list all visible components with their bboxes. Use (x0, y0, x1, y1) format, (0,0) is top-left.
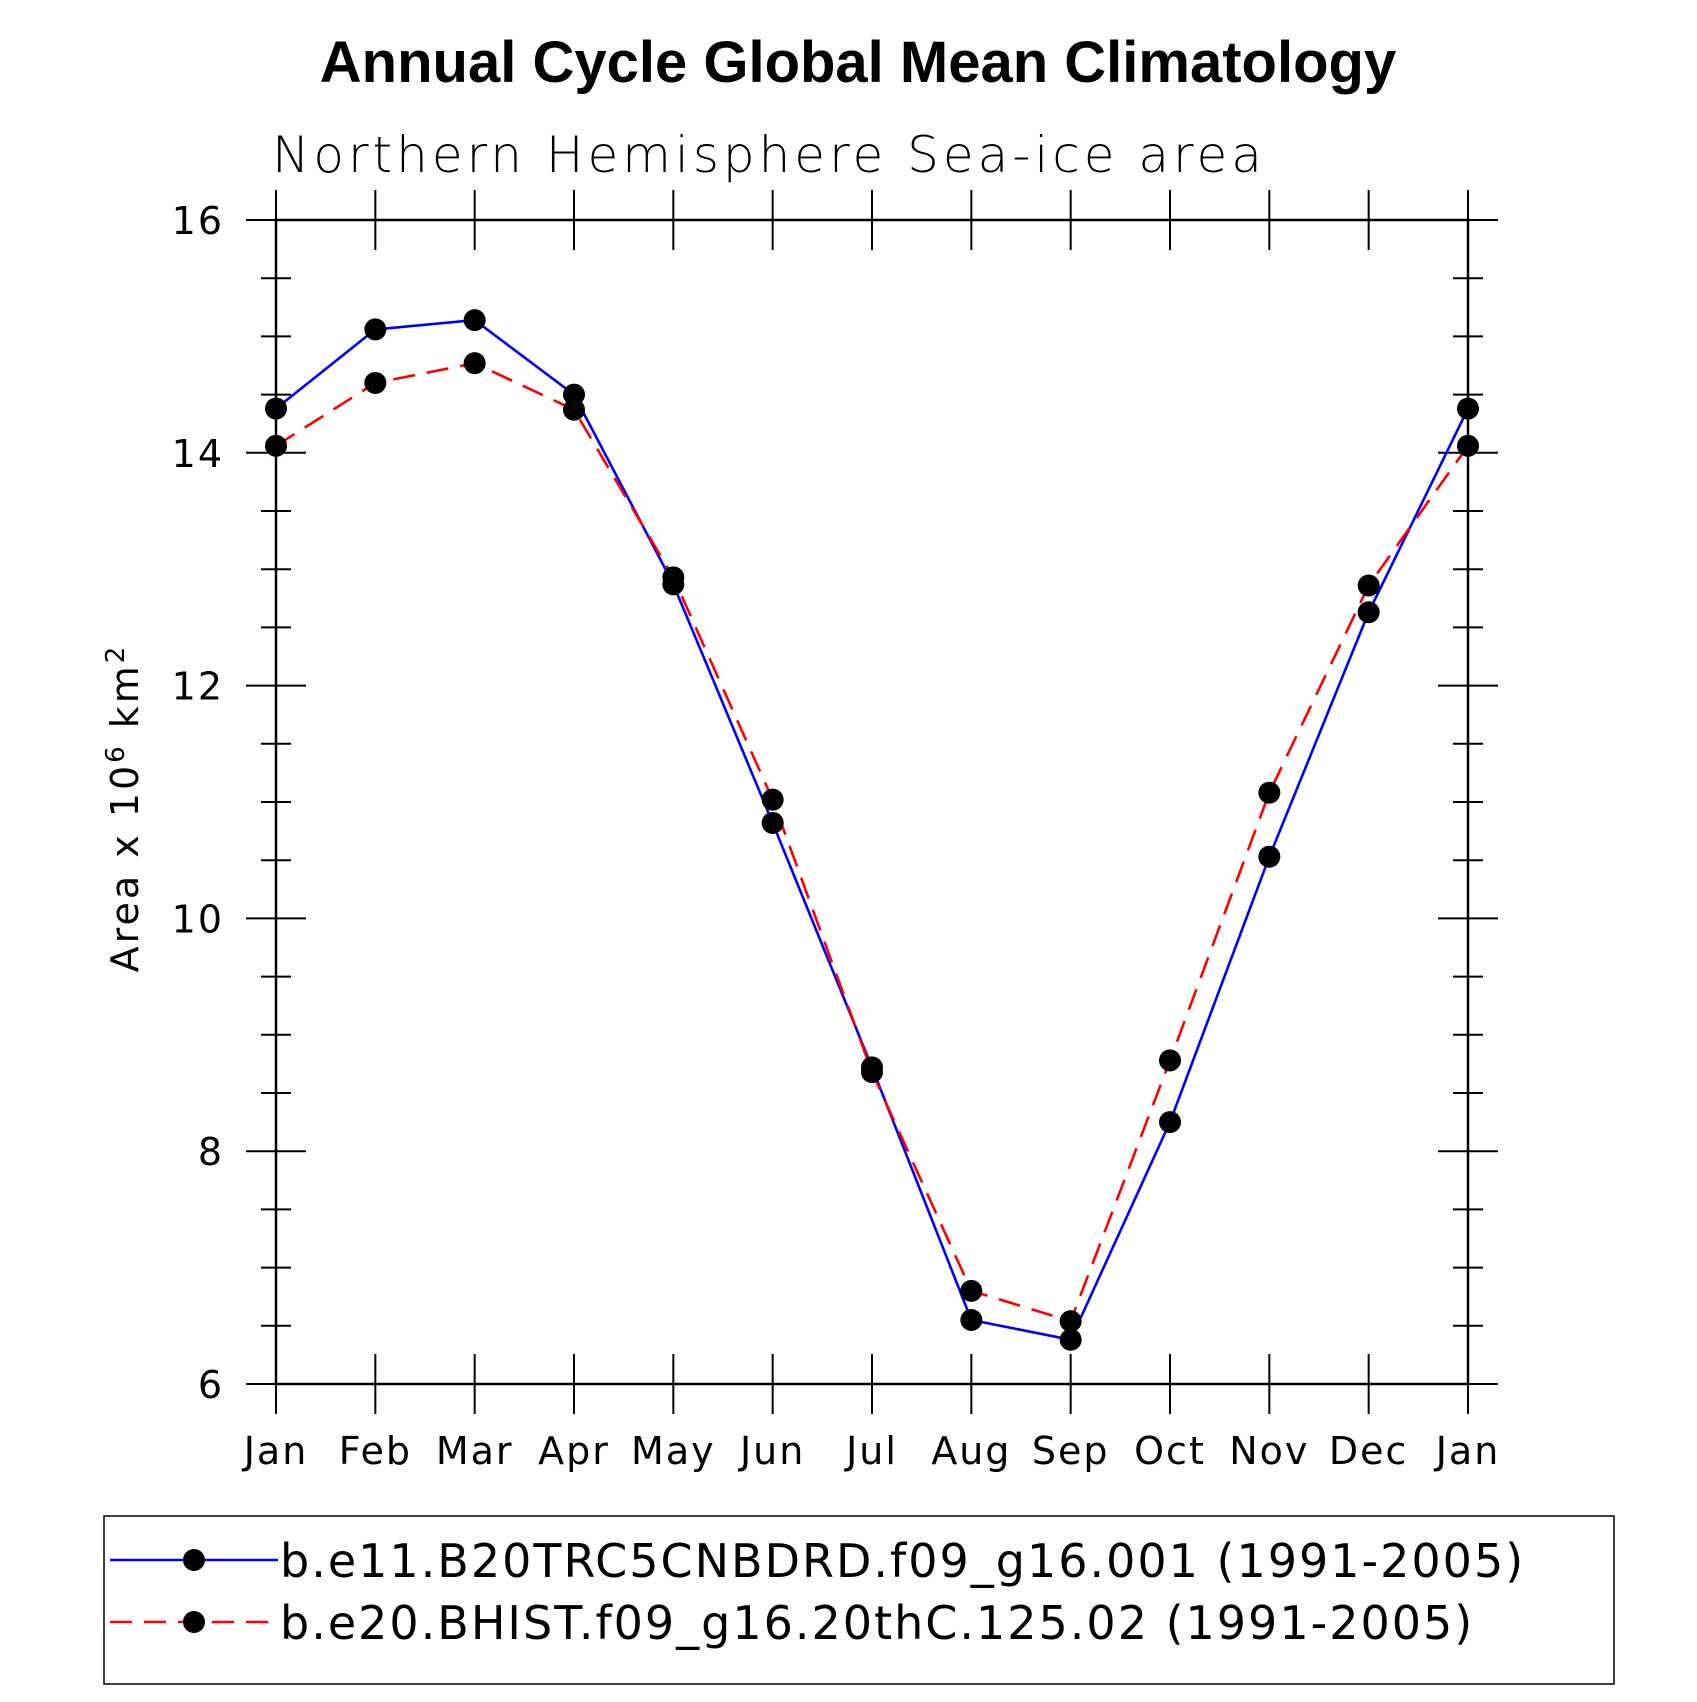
legend-box (103, 1515, 1615, 1685)
data-point-series-1 (265, 397, 287, 420)
data-point-series-1 (463, 309, 486, 332)
legend-label-2: b.e20.BHIST.f09_g16.20thC.125.02 (1991-2… (280, 1596, 1474, 1650)
data-point-series-2 (1258, 781, 1281, 804)
series-line-2 (275, 361, 1470, 1323)
x-tick-label: Jun (738, 1429, 805, 1473)
data-point-series-1 (1357, 601, 1380, 624)
legend: b.e11.B20TRC5CNBDRD.f09_g16.001 (1991-20… (103, 1515, 1615, 1685)
x-tick-label: Aug (931, 1429, 1011, 1473)
y-tick-label: 6 (198, 1363, 224, 1407)
data-point-series-2 (1059, 1310, 1082, 1333)
y-tick-label: 10 (172, 897, 224, 941)
y-axis-label: Area x 106 km2 (101, 644, 147, 973)
x-tick-label: Mar (436, 1429, 514, 1473)
series-layer (265, 309, 1479, 1351)
data-point-series-1 (1059, 1328, 1082, 1351)
data-point-series-1 (960, 1308, 983, 1331)
x-tick-label: Apr (538, 1429, 610, 1473)
x-tick-label: Sep (1032, 1429, 1110, 1473)
x-tick-label: Jan (1434, 1429, 1501, 1473)
y-axis-label-exp: 6 (101, 743, 131, 763)
data-point-series-2 (960, 1279, 983, 1302)
data-point-series-1 (563, 383, 585, 406)
legend-marker-2 (183, 1611, 205, 1633)
y-axis-label-main: Area x 10 (103, 763, 147, 972)
y-axis-label-unit-exp: 2 (101, 644, 131, 664)
x-tick-label: Feb (339, 1429, 412, 1473)
data-point-series-2 (463, 352, 486, 375)
data-point-series-1 (364, 318, 387, 341)
data-point-series-1 (1258, 845, 1281, 868)
chart-subtitle: Northern Hemisphere Sea-ice area (272, 126, 1266, 184)
data-point-series-2 (662, 566, 685, 589)
y-axis-label-unit: km (103, 663, 147, 743)
data-point-series-2 (1159, 1049, 1181, 1072)
data-point-series-2 (563, 398, 585, 421)
plot-border (274, 218, 1470, 1386)
y-tick-label: 16 (172, 199, 224, 243)
data-point-series-2 (1357, 574, 1380, 597)
y-tick-label: 12 (172, 665, 224, 709)
x-tick-label: Oct (1134, 1429, 1206, 1473)
legend-label-1: b.e11.B20TRC5CNBDRD.f09_g16.001 (1991-20… (280, 1534, 1525, 1588)
y-tick-label: 8 (198, 1130, 224, 1174)
x-tick-label: May (631, 1429, 716, 1473)
data-point-series-2 (364, 371, 387, 394)
data-point-series-2 (761, 788, 784, 811)
data-point-series-2 (1457, 434, 1479, 457)
legend-marker-1 (183, 1549, 205, 1571)
data-point-series-1 (1457, 397, 1479, 420)
y-tick-label: 14 (172, 432, 224, 476)
x-axis: Jan Feb Mar Apr May Jun Jul Aug Sep Oct Nov Dec Jan (242, 190, 1501, 1473)
data-point-series-1 (761, 811, 784, 834)
data-point-series-2 (861, 1061, 883, 1084)
data-point-series-2 (265, 434, 287, 457)
chart-title: Annual Cycle Global Mean Climatology (320, 30, 1396, 95)
plot-frame (274, 218, 1470, 1386)
x-tick-label: Jul (844, 1429, 898, 1473)
x-tick-label: Dec (1329, 1429, 1409, 1473)
series-line-1 (275, 318, 1470, 1342)
y-axis: 6 8 10 12 14 16 (172, 199, 1498, 1407)
x-tick-label: Jan (242, 1429, 309, 1473)
data-point-series-1 (1159, 1111, 1181, 1134)
x-tick-label: Nov (1229, 1429, 1309, 1473)
